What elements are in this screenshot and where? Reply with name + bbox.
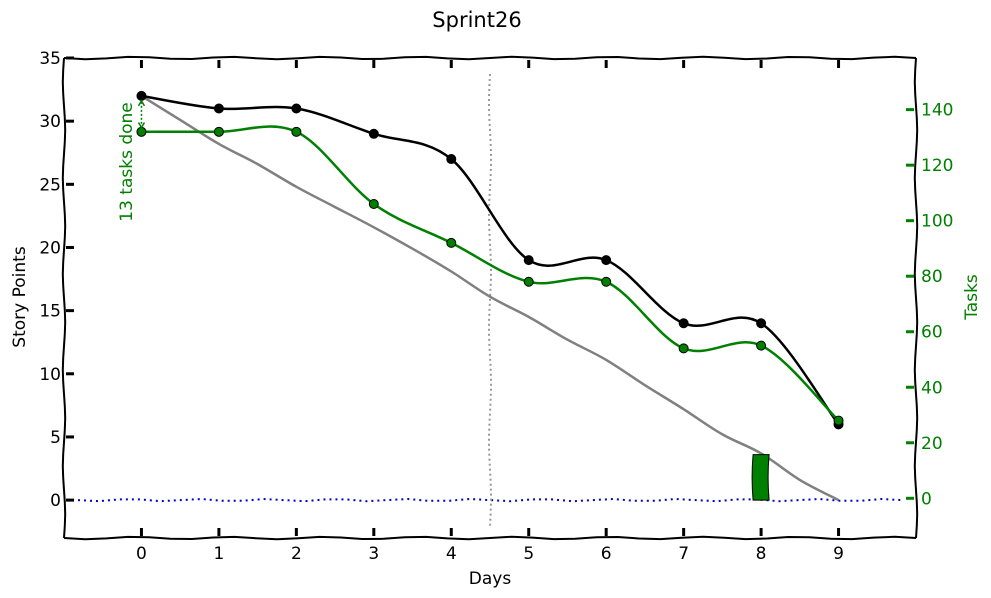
y-tick-label-15: 15: [39, 302, 61, 322]
x-tick-label-0: 0: [136, 544, 147, 564]
tasks-line: [141, 125, 840, 422]
y-tick-label-35: 35: [39, 49, 61, 69]
story-points-point-8: [756, 318, 767, 329]
y-tick-label-5: 5: [50, 428, 61, 448]
tasks-point-9: [833, 415, 844, 426]
plot-area: 0 1 2 3 4 5 6 7 8 9 0 5 10 15 20 25 30 35 0 20 40 60 80 100 120 1…: [39, 49, 953, 564]
x-tick-label-7: 7: [678, 544, 689, 564]
x-axis-label: Days: [469, 569, 512, 589]
story-points-point-2: [291, 103, 302, 114]
x-tick-label-1: 1: [213, 544, 224, 564]
day8-bar: [751, 454, 770, 501]
tasks-point-5: [523, 276, 534, 287]
y2-tick-label-100: 100: [921, 212, 953, 232]
y2-tick-label-140: 140: [921, 101, 953, 121]
x-tick-label-3: 3: [368, 544, 379, 564]
chart-title: Sprint26: [432, 8, 521, 32]
tasks-point-6: [601, 276, 612, 287]
story-points-point-1: [213, 103, 224, 114]
ideal-line: [140, 94, 840, 502]
frame-left: [61, 57, 67, 539]
x-tick-label-2: 2: [291, 544, 302, 564]
y2-tick-label-120: 120: [921, 156, 953, 176]
tasks-done-annotation: 13 tasks done: [117, 102, 137, 222]
y2-tick-label-60: 60: [921, 323, 943, 343]
tasks-point-2: [291, 126, 302, 137]
y-axis-label: Story Points: [10, 246, 30, 348]
x-tick-label-5: 5: [523, 544, 534, 564]
annotation-arrow-head-bottom: [137, 122, 146, 129]
x-tick-label-4: 4: [446, 544, 457, 564]
frame-bottom: [63, 535, 917, 541]
y-tick-label-10: 10: [39, 365, 61, 385]
x-tick-label-6: 6: [601, 544, 612, 564]
y2-tick-label-20: 20: [921, 434, 943, 454]
today-marker-line: [488, 73, 492, 527]
story-points-point-7: [678, 318, 689, 329]
frame-right: [913, 57, 919, 539]
story-points-point-3: [368, 128, 379, 139]
y2-axis-label: Tasks: [962, 274, 982, 321]
story-points-point-6: [601, 255, 612, 266]
x-tick-label-8: 8: [756, 544, 767, 564]
tasks-point-7: [678, 343, 689, 354]
annotation-arrow-head-top: [137, 99, 146, 107]
tasks-point-4: [446, 237, 457, 248]
tasks-point-3: [368, 199, 379, 210]
y2-tick-label-80: 80: [921, 267, 943, 287]
y-tick-label-25: 25: [39, 175, 61, 195]
tasks-point-8: [756, 340, 767, 351]
y-tick-label-0: 0: [50, 491, 61, 511]
y-tick-label-20: 20: [39, 238, 61, 258]
tasks-point-1: [213, 126, 224, 137]
story-points-point-0: [136, 90, 147, 101]
x-tick-label-9: 9: [833, 544, 844, 564]
y-tick-label-30: 30: [39, 112, 61, 132]
story-points-point-5: [523, 255, 534, 266]
story-points-line: [141, 94, 840, 426]
y2-tick-label-0: 0: [921, 489, 932, 509]
story-points-point-4: [446, 154, 457, 165]
frame-top: [63, 55, 917, 61]
y2-tick-label-40: 40: [921, 378, 943, 398]
